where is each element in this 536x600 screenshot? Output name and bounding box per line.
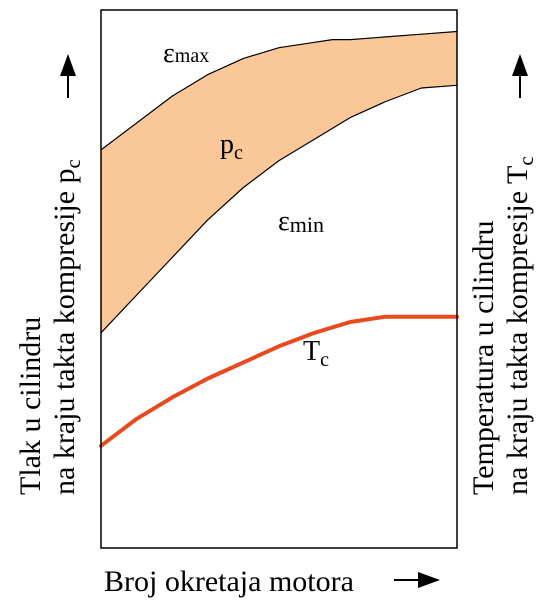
- y-axis-label-left: Tlak u cilindru na kraju takta kompresij…: [14, 159, 85, 495]
- emax-label: εmax: [163, 38, 209, 69]
- x-axis-arrow-icon: [394, 572, 440, 588]
- pc-band: [101, 31, 457, 333]
- x-axis-label: Broj okretaja motora: [104, 565, 354, 598]
- tc-label: Tc: [303, 336, 329, 371]
- pc-label: pc: [220, 129, 243, 164]
- y-axis-label-right: Temperatura u cilindru na kraju takta ko…: [467, 156, 536, 495]
- emax-line: [100, 30, 458, 151]
- svg-text:Tlak u cilindru: Tlak u cilindru: [14, 317, 47, 495]
- emin-line: [100, 84, 458, 334]
- svg-text:na kraju takta kompresije pc: na kraju takta kompresije pc: [48, 159, 85, 495]
- svg-text:Temperatura u cilindru: Temperatura u cilindru: [467, 221, 500, 495]
- tc-line: [99, 314, 459, 448]
- svg-text:na kraju takta kompresije Tc: na kraju takta kompresije Tc: [501, 156, 536, 495]
- emin-label: εmin: [278, 206, 324, 237]
- y-axis-arrow-left-icon: [60, 54, 76, 98]
- plot-layer: [99, 30, 459, 448]
- y-axis-arrow-right-icon: [512, 54, 528, 98]
- plot-frame: [100, 9, 458, 549]
